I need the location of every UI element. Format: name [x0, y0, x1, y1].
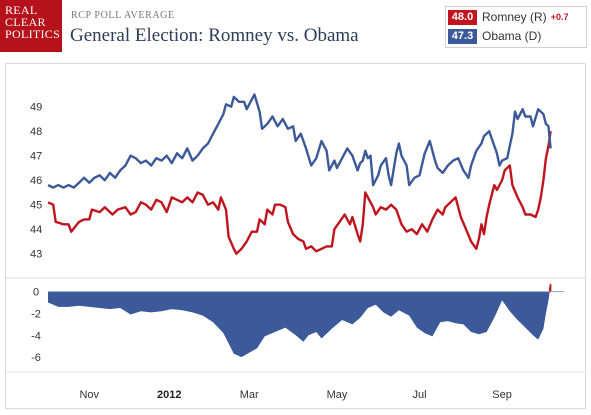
legend-value-romney: 48.0 — [448, 10, 477, 25]
x-tick-label: May — [327, 389, 348, 401]
series-line-romney[interactable] — [47, 131, 552, 255]
legend: 48.0 Romney (R) +0.7 47.3 Obama (D) — [445, 6, 587, 48]
y-tick-label: 44 — [30, 224, 42, 236]
x-tick-label: Nov — [79, 389, 99, 401]
legend-name-romney: Romney (R) — [482, 10, 547, 24]
logo-line-1: REAL — [5, 3, 38, 17]
spread-tick-label: -4 — [31, 330, 41, 342]
legend-name-obama: Obama (D) — [482, 29, 542, 43]
y-tick-label: 45 — [30, 200, 42, 212]
legend-spread-romney: +0.7 — [550, 12, 569, 22]
rcp-logo[interactable]: REAL CLEAR POLITICS — [0, 0, 62, 52]
series-line-obama[interactable] — [47, 93, 552, 189]
y-tick-label: 46 — [30, 175, 42, 187]
y-tick-label: 48 — [30, 126, 42, 138]
spread-tick-label: 0 — [33, 287, 39, 299]
x-tick-label: Sep — [492, 389, 512, 401]
y-tick-label: 47 — [30, 151, 42, 163]
x-tick-label: 2012 — [157, 389, 181, 401]
spread-area-negative — [48, 291, 551, 358]
logo-line-2: CLEAR — [5, 15, 46, 29]
legend-value-obama: 47.3 — [448, 29, 477, 44]
y-tick-label: 49 — [30, 102, 42, 114]
legend-entry-romney[interactable]: 48.0 Romney (R) +0.7 — [448, 9, 568, 26]
y-tick-label: 43 — [30, 249, 42, 261]
spread-tick-label: -2 — [31, 308, 41, 320]
spread-area-positive — [548, 283, 552, 293]
poll-chart[interactable]: 43 44 45 46 47 48 49 0 -2 -4 -6 Nov 2012 Mar May Jul Sep — [6, 64, 585, 408]
chart-area: 43 44 45 46 47 48 49 0 -2 -4 -6 Nov 2012 Mar May Jul Sep — [5, 63, 586, 409]
poll-average-kicker: RCP POLL AVERAGE — [71, 10, 175, 21]
chart-title: General Election: Romney vs. Obama — [70, 25, 359, 46]
logo-line-3: POLITICS — [5, 27, 61, 41]
x-tick-label: Mar — [240, 389, 259, 401]
spread-tick-label: -6 — [31, 352, 41, 364]
legend-entry-obama[interactable]: 47.3 Obama (D) — [448, 28, 541, 45]
x-tick-label: Jul — [412, 389, 426, 401]
